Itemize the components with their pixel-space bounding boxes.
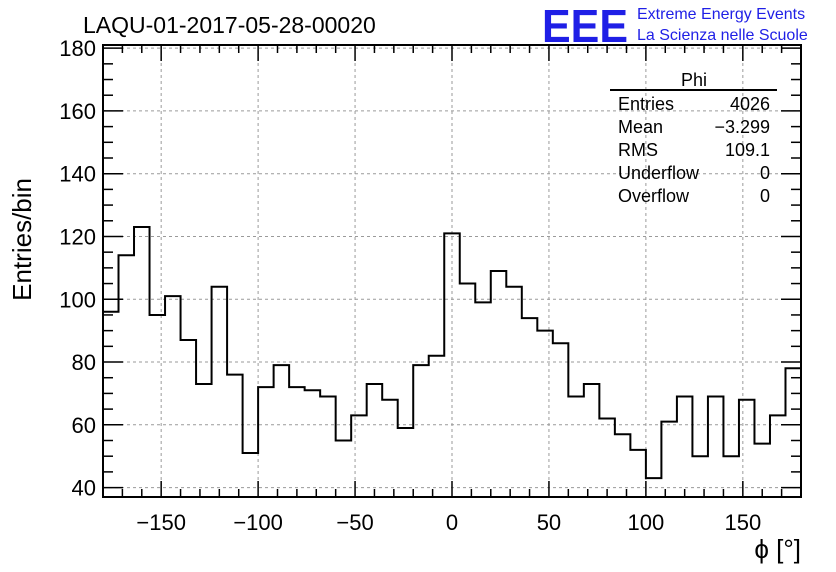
stats-label: Overflow bbox=[618, 186, 690, 206]
stats-value: 0 bbox=[760, 186, 770, 206]
stats-value: 0 bbox=[760, 163, 770, 183]
eee-logo-mark: EEE bbox=[542, 0, 628, 52]
stats-box: Phi Entries 4026 Mean −3.299 RMS 109.1 Underfl… bbox=[610, 70, 777, 206]
x-tick-label: 150 bbox=[724, 510, 761, 535]
stats-label: Entries bbox=[618, 94, 674, 114]
grid-lines bbox=[103, 45, 801, 497]
chart-title: LAQU-01-2017-05-28-00020 bbox=[83, 12, 376, 38]
stats-label: Underflow bbox=[618, 163, 700, 183]
y-tick-label: 100 bbox=[59, 287, 96, 312]
x-tick-label: −100 bbox=[233, 510, 283, 535]
logo-line-1: Extreme Energy Events bbox=[637, 6, 805, 23]
x-tick-label: −150 bbox=[136, 510, 186, 535]
axis-ticks bbox=[102, 45, 802, 497]
y-tick-label: 140 bbox=[59, 162, 96, 187]
y-tick-label: 40 bbox=[72, 476, 96, 501]
stats-value: 4026 bbox=[730, 94, 770, 114]
eee-logo: EEE Extreme Energy Events La Scienza nel… bbox=[542, 0, 808, 52]
stats-label: RMS bbox=[618, 140, 658, 160]
y-axis-title: Entries/bin bbox=[7, 178, 37, 301]
stats-label: Mean bbox=[618, 117, 663, 137]
logo-line-2: La Scienza nelle Scuole bbox=[637, 27, 808, 44]
x-axis-title: ϕ [°] bbox=[754, 534, 801, 564]
y-tick-label: 180 bbox=[59, 36, 96, 61]
y-tick-label: 160 bbox=[59, 99, 96, 124]
y-tick-label: 80 bbox=[72, 350, 96, 375]
x-tick-label: 100 bbox=[628, 510, 665, 535]
y-tick-label: 120 bbox=[59, 224, 96, 249]
stats-value: 109.1 bbox=[725, 140, 770, 160]
histogram-outline bbox=[103, 226, 801, 480]
x-tick-label: −50 bbox=[336, 510, 373, 535]
x-tick-label: 50 bbox=[537, 510, 561, 535]
tick-labels: −150 −100 −50 0 50 100 150 40 60 80 100 120 140 160 18… bbox=[59, 36, 761, 535]
stats-value: −3.299 bbox=[714, 117, 770, 137]
y-tick-label: 60 bbox=[72, 413, 96, 438]
x-tick-label: 0 bbox=[446, 510, 458, 535]
stats-box-title: Phi bbox=[681, 70, 707, 90]
